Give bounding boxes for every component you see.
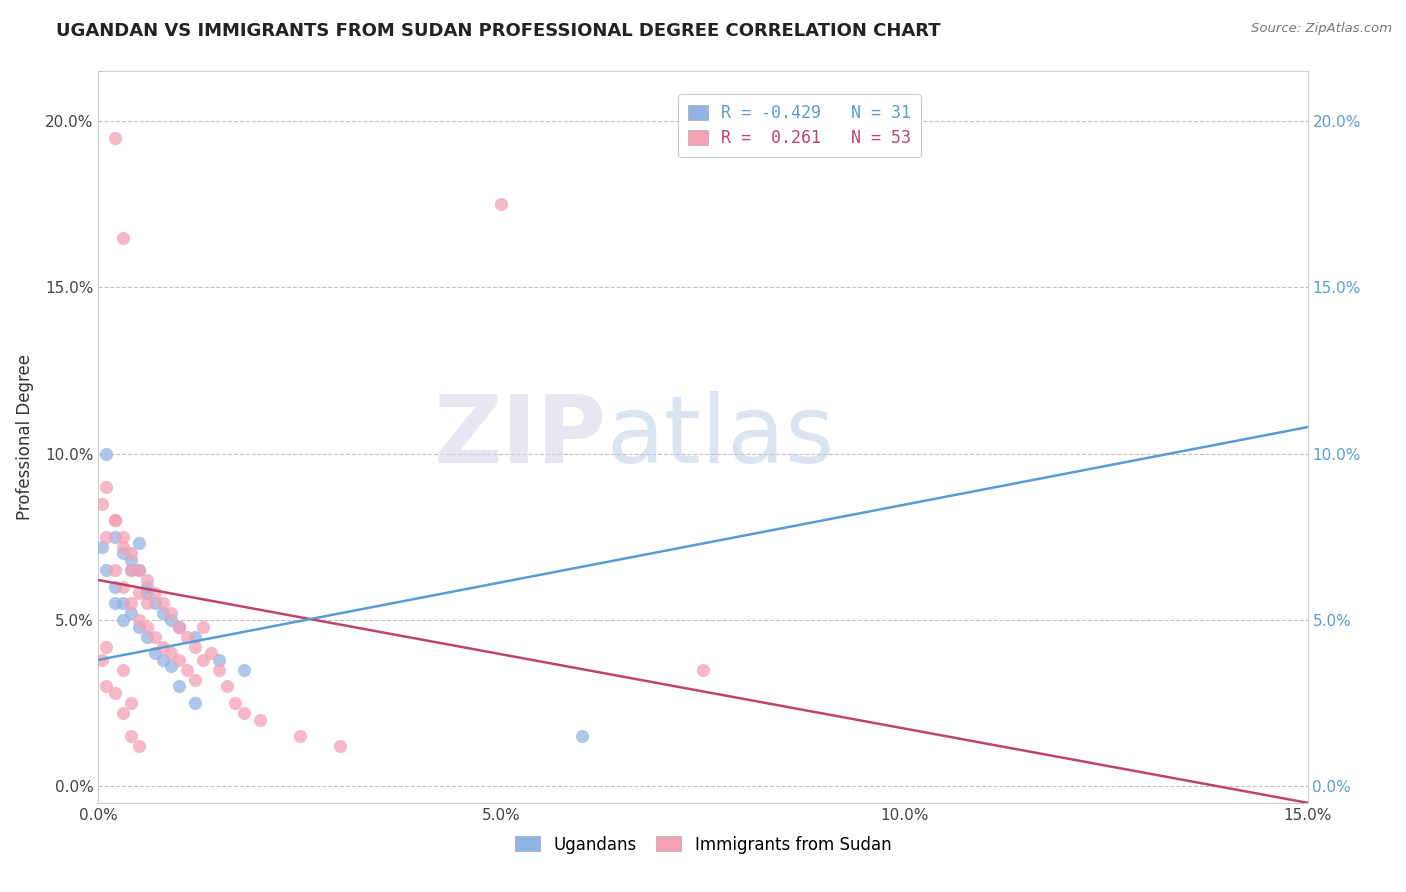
Point xyxy=(571,729,593,743)
Point xyxy=(128,536,150,550)
Point xyxy=(184,640,207,654)
Point xyxy=(103,596,125,610)
Point xyxy=(120,729,142,743)
Point xyxy=(217,680,239,694)
Point xyxy=(96,480,118,494)
Point xyxy=(128,586,150,600)
Text: UGANDAN VS IMMIGRANTS FROM SUDAN PROFESSIONAL DEGREE CORRELATION CHART: UGANDAN VS IMMIGRANTS FROM SUDAN PROFESS… xyxy=(56,22,941,40)
Point xyxy=(120,553,142,567)
Point xyxy=(128,619,150,633)
Point xyxy=(128,613,150,627)
Point xyxy=(103,131,125,145)
Point xyxy=(143,630,166,644)
Point xyxy=(152,596,174,610)
Point xyxy=(128,563,150,577)
Point xyxy=(96,530,118,544)
Point xyxy=(135,586,157,600)
Point xyxy=(249,713,271,727)
Point xyxy=(91,497,114,511)
Point xyxy=(135,580,157,594)
Point xyxy=(120,596,142,610)
Point xyxy=(208,653,231,667)
Point xyxy=(152,640,174,654)
Point xyxy=(167,619,190,633)
Point xyxy=(96,640,118,654)
Point xyxy=(91,540,114,554)
Text: atlas: atlas xyxy=(606,391,835,483)
Y-axis label: Professional Degree: Professional Degree xyxy=(15,354,34,520)
Point xyxy=(288,729,311,743)
Point xyxy=(111,230,134,244)
Point xyxy=(143,596,166,610)
Point xyxy=(111,613,134,627)
Point xyxy=(120,696,142,710)
Point xyxy=(160,646,183,660)
Point xyxy=(111,546,134,560)
Point xyxy=(111,540,134,554)
Point xyxy=(167,653,190,667)
Point xyxy=(111,580,134,594)
Point xyxy=(160,659,183,673)
Point xyxy=(692,663,714,677)
Point xyxy=(224,696,246,710)
Point xyxy=(176,630,198,644)
Point xyxy=(232,706,254,720)
Point xyxy=(103,563,125,577)
Point xyxy=(160,613,183,627)
Point xyxy=(152,653,174,667)
Point xyxy=(120,563,142,577)
Point xyxy=(176,663,198,677)
Point xyxy=(120,607,142,621)
Point xyxy=(120,563,142,577)
Point xyxy=(103,513,125,527)
Point xyxy=(232,663,254,677)
Point xyxy=(96,447,118,461)
Point xyxy=(200,646,222,660)
Point xyxy=(103,580,125,594)
Point xyxy=(135,630,157,644)
Point xyxy=(135,573,157,587)
Point xyxy=(103,530,125,544)
Text: Source: ZipAtlas.com: Source: ZipAtlas.com xyxy=(1251,22,1392,36)
Point xyxy=(111,663,134,677)
Point xyxy=(152,607,174,621)
Point xyxy=(111,530,134,544)
Text: ZIP: ZIP xyxy=(433,391,606,483)
Point xyxy=(128,563,150,577)
Point xyxy=(160,607,183,621)
Point xyxy=(193,653,215,667)
Point xyxy=(111,596,134,610)
Point xyxy=(208,663,231,677)
Point xyxy=(111,706,134,720)
Point xyxy=(143,646,166,660)
Point xyxy=(491,197,513,211)
Point xyxy=(184,673,207,687)
Point xyxy=(167,619,190,633)
Point xyxy=(120,546,142,560)
Point xyxy=(91,653,114,667)
Point xyxy=(135,596,157,610)
Point xyxy=(167,680,190,694)
Point xyxy=(184,630,207,644)
Point xyxy=(96,680,118,694)
Point xyxy=(128,739,150,754)
Point xyxy=(135,619,157,633)
Point xyxy=(96,563,118,577)
Point xyxy=(143,586,166,600)
Legend: Ugandans, Immigrants from Sudan: Ugandans, Immigrants from Sudan xyxy=(508,829,898,860)
Point xyxy=(329,739,352,754)
Point xyxy=(193,619,215,633)
Point xyxy=(103,686,125,700)
Point xyxy=(184,696,207,710)
Point xyxy=(103,513,125,527)
